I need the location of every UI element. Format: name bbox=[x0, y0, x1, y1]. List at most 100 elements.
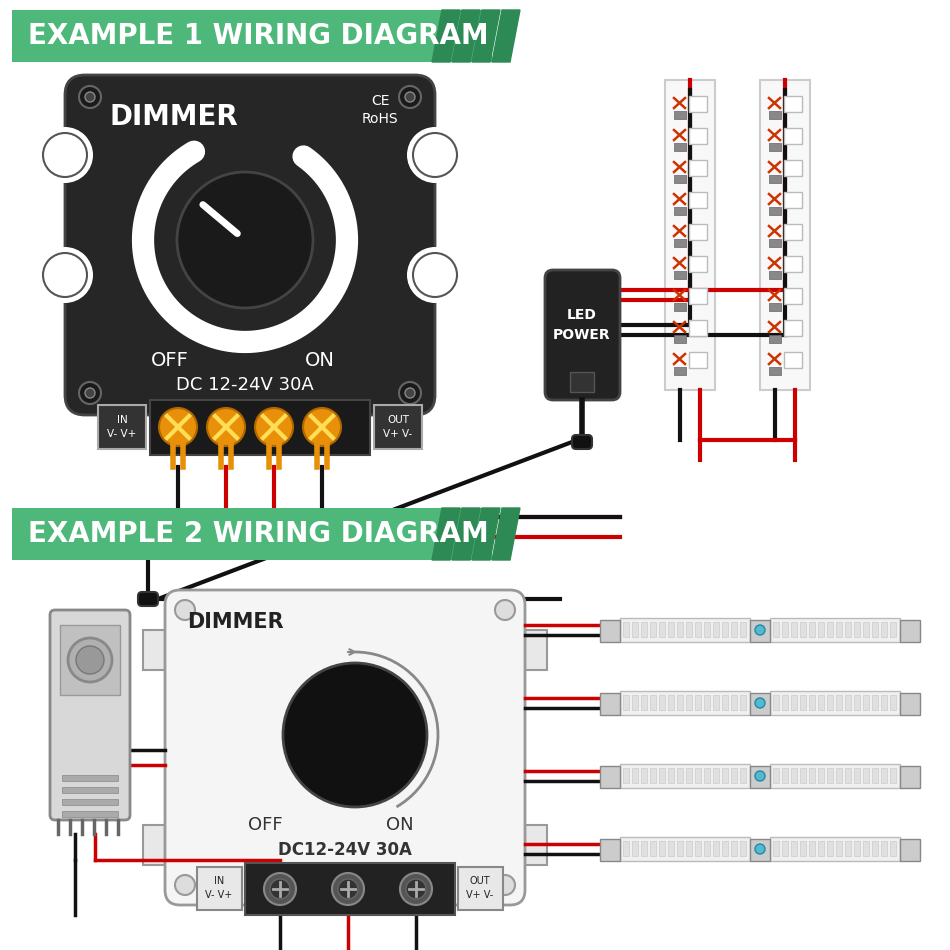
Bar bbox=[872, 768, 878, 783]
Circle shape bbox=[400, 873, 432, 905]
Bar bbox=[650, 768, 656, 783]
Circle shape bbox=[270, 879, 290, 899]
Bar bbox=[659, 695, 665, 710]
Text: OUT
V+ V-: OUT V+ V- bbox=[384, 415, 412, 439]
Circle shape bbox=[405, 92, 415, 102]
Circle shape bbox=[264, 873, 296, 905]
Circle shape bbox=[399, 86, 421, 108]
Bar bbox=[863, 622, 869, 637]
Bar bbox=[827, 768, 833, 783]
Bar bbox=[623, 622, 629, 637]
Bar bbox=[731, 695, 737, 710]
Bar bbox=[800, 695, 806, 710]
Bar bbox=[845, 695, 851, 710]
Bar bbox=[150, 400, 370, 455]
Bar bbox=[704, 841, 710, 856]
Bar bbox=[881, 622, 887, 637]
Polygon shape bbox=[472, 508, 500, 560]
Bar bbox=[665, 80, 715, 390]
Bar bbox=[809, 841, 815, 856]
Circle shape bbox=[755, 625, 765, 635]
Bar bbox=[818, 768, 824, 783]
Circle shape bbox=[407, 127, 463, 183]
Circle shape bbox=[332, 873, 364, 905]
Circle shape bbox=[76, 646, 104, 674]
Bar bbox=[668, 768, 674, 783]
Bar bbox=[674, 303, 686, 311]
Bar bbox=[818, 695, 824, 710]
Text: OFF: OFF bbox=[248, 816, 282, 834]
Bar bbox=[525, 825, 547, 865]
Circle shape bbox=[407, 247, 463, 303]
Bar bbox=[62, 787, 118, 793]
FancyBboxPatch shape bbox=[65, 75, 435, 415]
Bar bbox=[686, 768, 692, 783]
Bar bbox=[689, 320, 707, 336]
Bar bbox=[686, 841, 692, 856]
Circle shape bbox=[755, 844, 765, 854]
Bar bbox=[143, 825, 165, 865]
Circle shape bbox=[177, 172, 313, 308]
Bar bbox=[769, 207, 781, 215]
Bar bbox=[731, 841, 737, 856]
Bar bbox=[722, 841, 728, 856]
Text: IN
V- V+: IN V- V+ bbox=[107, 415, 137, 439]
Bar bbox=[689, 160, 707, 176]
FancyBboxPatch shape bbox=[138, 592, 158, 606]
Bar bbox=[845, 768, 851, 783]
Bar bbox=[722, 622, 728, 637]
Bar bbox=[769, 303, 781, 311]
Bar bbox=[600, 839, 620, 861]
Bar bbox=[791, 841, 797, 856]
Text: DIMMER: DIMMER bbox=[187, 612, 284, 632]
Bar bbox=[818, 622, 824, 637]
FancyBboxPatch shape bbox=[50, 610, 130, 820]
Bar bbox=[784, 256, 802, 272]
Bar bbox=[769, 239, 781, 247]
Bar bbox=[740, 841, 746, 856]
Bar bbox=[722, 768, 728, 783]
Bar bbox=[677, 695, 683, 710]
Bar bbox=[773, 841, 779, 856]
Bar bbox=[782, 622, 788, 637]
Circle shape bbox=[37, 247, 93, 303]
Circle shape bbox=[175, 875, 195, 895]
Bar bbox=[784, 128, 802, 144]
Bar bbox=[750, 620, 770, 642]
Bar bbox=[881, 768, 887, 783]
Bar bbox=[900, 620, 920, 642]
Bar bbox=[12, 508, 492, 560]
Bar bbox=[740, 622, 746, 637]
Text: ON: ON bbox=[305, 351, 335, 370]
Bar bbox=[800, 841, 806, 856]
Circle shape bbox=[37, 127, 93, 183]
Bar bbox=[689, 352, 707, 368]
Text: EXAMPLE 2 WIRING DIAGRAM: EXAMPLE 2 WIRING DIAGRAM bbox=[28, 520, 488, 548]
Circle shape bbox=[175, 600, 195, 620]
Bar bbox=[659, 622, 665, 637]
Bar bbox=[689, 192, 707, 208]
Bar bbox=[769, 335, 781, 343]
Bar bbox=[809, 768, 815, 783]
Bar bbox=[659, 768, 665, 783]
Bar bbox=[641, 768, 647, 783]
Text: CE
RoHS: CE RoHS bbox=[362, 94, 398, 126]
Bar bbox=[863, 695, 869, 710]
Bar bbox=[784, 224, 802, 240]
Bar bbox=[600, 620, 620, 642]
Bar bbox=[854, 695, 860, 710]
Bar bbox=[632, 841, 638, 856]
Text: DC12-24V 30A: DC12-24V 30A bbox=[278, 841, 412, 859]
Bar bbox=[863, 768, 869, 783]
Bar bbox=[750, 839, 770, 861]
Bar bbox=[845, 841, 851, 856]
Bar bbox=[731, 768, 737, 783]
Bar bbox=[827, 841, 833, 856]
Bar bbox=[641, 622, 647, 637]
Circle shape bbox=[303, 408, 341, 446]
Text: DC 12-24V 30A: DC 12-24V 30A bbox=[176, 376, 314, 394]
Text: DIMMER: DIMMER bbox=[110, 103, 238, 131]
Bar bbox=[836, 841, 842, 856]
Text: EXAMPLE 1 WIRING DIAGRAM: EXAMPLE 1 WIRING DIAGRAM bbox=[28, 22, 488, 50]
Bar bbox=[769, 111, 781, 119]
